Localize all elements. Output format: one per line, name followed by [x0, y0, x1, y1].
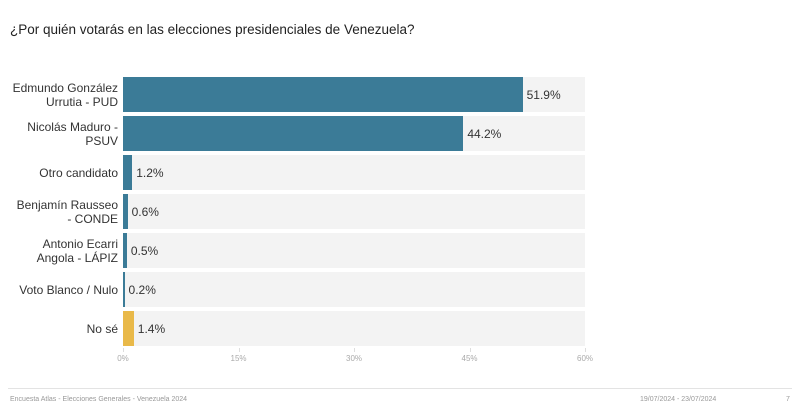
- category-label: No sé: [86, 321, 118, 336]
- bar: [123, 272, 125, 307]
- row-background: [123, 272, 585, 307]
- bar: [123, 155, 133, 190]
- value-label: 0.6%: [131, 204, 159, 219]
- tick-mark: [469, 348, 471, 352]
- x-tick-label: 45%: [461, 354, 478, 363]
- chart-title: ¿Por quién votarás en las elecciones pre…: [10, 22, 415, 37]
- x-tick-label: 15%: [230, 354, 247, 363]
- footer-line: [8, 388, 792, 389]
- value-label: 1.4%: [137, 321, 166, 336]
- category-label: Nicolás Maduro - PSUV: [27, 119, 118, 148]
- category-label: Edmundo González Urrutia - PUD: [12, 80, 118, 109]
- bar: [123, 233, 127, 268]
- bar: [123, 194, 128, 229]
- value-label: 51.9%: [526, 87, 561, 102]
- value-label: 1.2%: [136, 165, 164, 180]
- category-label: Otro candidato: [39, 165, 118, 180]
- tick-mark: [585, 348, 586, 352]
- footer-source: Encuesta Atlas - Elecciones Generales - …: [10, 396, 188, 403]
- value-label: 44.2%: [467, 126, 502, 141]
- bar: [123, 116, 464, 151]
- category-label: Voto Blanco / Nulo: [19, 282, 118, 297]
- x-tick-label: 30%: [345, 354, 363, 363]
- bar: [123, 77, 523, 112]
- category-label: Antonio Ecarri Angola - LÁPIZ: [36, 236, 118, 265]
- x-tick-label: 0%: [117, 354, 129, 363]
- category-label: Benjamín Rausseo - CONDE: [16, 197, 118, 226]
- row-background: [123, 155, 585, 190]
- tick-mark: [123, 348, 124, 352]
- value-label: 0.5%: [130, 243, 159, 258]
- row-background: [123, 233, 585, 268]
- x-tick-label: 60%: [576, 354, 594, 363]
- tick-mark: [238, 348, 240, 352]
- bar: [123, 311, 134, 346]
- row-background: [123, 311, 585, 346]
- value-label: 0.2%: [128, 282, 156, 297]
- footer-dates: 19/07/2024 - 23/07/2024: [640, 396, 717, 403]
- page-number: 7: [786, 396, 790, 403]
- row-background: [123, 194, 585, 229]
- tick-mark: [354, 348, 355, 352]
